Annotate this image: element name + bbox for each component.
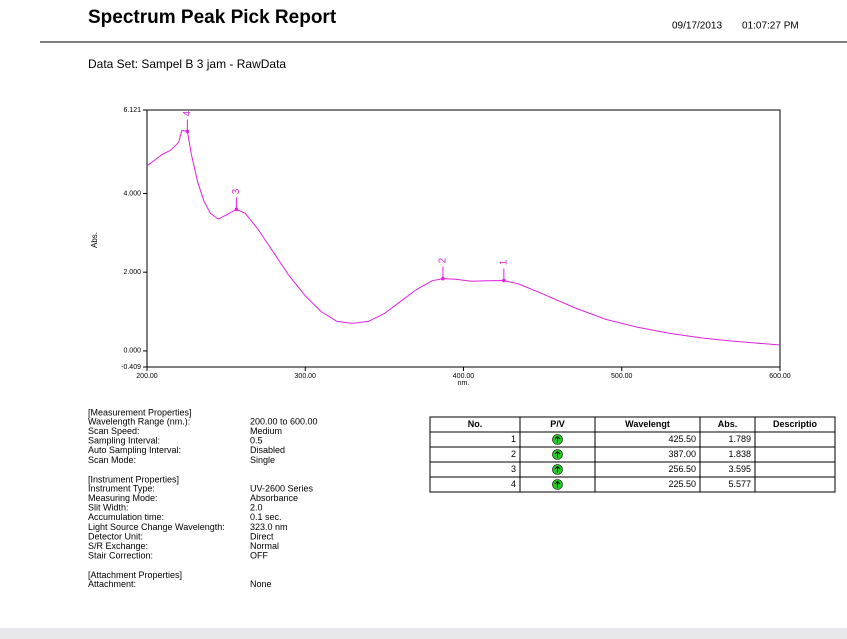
peak-icon-arrow (554, 480, 561, 488)
table-header: Abs. (718, 419, 738, 429)
property-value: Disabled (250, 445, 285, 455)
report-date: 09/17/2013 (672, 21, 722, 32)
peak-icon-arrow (554, 435, 561, 443)
section-heading: [Attachment Properties] (88, 570, 182, 580)
y-tick-label: 0.000 (123, 348, 141, 355)
x-tick-label: 300.00 (295, 373, 317, 380)
property-value: Direct (250, 531, 274, 541)
property-label: Stair Correction: (88, 551, 153, 561)
property-value: Normal (250, 541, 279, 551)
peak-label: 1 (498, 259, 509, 265)
property-value: 323.0 nm (250, 522, 288, 532)
table-abs: 3.595 (728, 464, 751, 474)
x-tick-label: 600.00 (769, 373, 791, 380)
property-value: Medium (250, 426, 282, 436)
peak-dot (502, 278, 506, 283)
table-abs: 1.838 (728, 449, 751, 459)
peak-dot (441, 276, 445, 281)
table-no: 2 (511, 449, 516, 459)
property-label: Wavelength Range (nm.): (88, 416, 190, 426)
property-label: Attachment: (88, 579, 136, 589)
property-value: Absorbance (250, 493, 298, 503)
property-label: Sampling Interval: (88, 436, 160, 446)
property-value: None (250, 579, 272, 589)
property-label: Light Source Change Wavelength: (88, 522, 225, 532)
x-tick-label: 400.00 (453, 373, 475, 380)
status-bar (0, 628, 847, 639)
x-axis-label: nm. (458, 380, 470, 387)
table-abs: 1.789 (728, 434, 751, 444)
y-tick-label: 2.000 (123, 269, 141, 276)
property-label: S/R Exchange: (88, 541, 148, 551)
table-header: Descriptio (773, 419, 818, 429)
property-label: Scan Speed: (88, 426, 140, 436)
y-tick-label: 6.121 (123, 107, 141, 114)
property-value: 200.00 to 600.00 (250, 416, 318, 426)
table-wavelength: 225.50 (668, 479, 696, 489)
table-frame (429, 416, 836, 493)
peak-icon-arrow (554, 465, 561, 473)
table-no: 1 (511, 434, 516, 444)
table-header: P/V (550, 419, 565, 429)
x-tick-label: 200.00 (136, 373, 158, 380)
property-label: Instrument Type: (88, 483, 155, 493)
property-label: Slit Width: (88, 503, 129, 513)
table-abs: 5.577 (728, 479, 751, 489)
data-set: Data Set: Sampel B 3 jam - RawData (88, 57, 286, 71)
table-no: 4 (511, 479, 516, 489)
peak-label: 2 (438, 257, 449, 263)
y-tick-label: -0.409 (121, 364, 141, 371)
property-value: 2.0 (250, 503, 263, 513)
table-no: 3 (511, 464, 516, 474)
property-value: 0.1 sec. (250, 512, 282, 522)
table-header: No. (468, 419, 483, 429)
peak-dot (234, 207, 239, 212)
report-time: 01:07:27 PM (742, 21, 799, 32)
property-label: Measuring Mode: (88, 493, 158, 503)
property-value: UV-2600 Series (250, 483, 314, 493)
table-wavelength: 387.00 (668, 449, 696, 459)
peak-label: 3 (231, 188, 242, 194)
property-value: 0.5 (250, 436, 263, 446)
y-axis-label: Abs. (90, 232, 99, 248)
y-tick-label: 4.000 (123, 190, 141, 197)
section-heading: [Measurement Properties] (88, 407, 192, 417)
peak-label: 4 (182, 110, 193, 116)
table-header: Wavelengt (625, 419, 670, 429)
table-wavelength: 425.50 (668, 434, 696, 444)
section-heading: [Instrument Properties] (88, 474, 179, 484)
property-label: Auto Sampling Interval: (88, 445, 181, 455)
table-wavelength: 256.50 (668, 464, 696, 474)
property-label: Accumulation time: (88, 512, 164, 522)
property-value: Single (250, 455, 275, 465)
property-value: OFF (250, 551, 268, 561)
spectrum-line (146, 129, 781, 346)
property-label: Detector Unit: (88, 531, 143, 541)
property-label: Scan Mode: (88, 455, 136, 465)
report-title: Spectrum Peak Pick Report (88, 7, 337, 28)
peak-icon-arrow (554, 450, 561, 458)
x-tick-label: 500.00 (611, 373, 633, 380)
peak-dot (185, 129, 190, 134)
plot-frame (146, 109, 781, 368)
